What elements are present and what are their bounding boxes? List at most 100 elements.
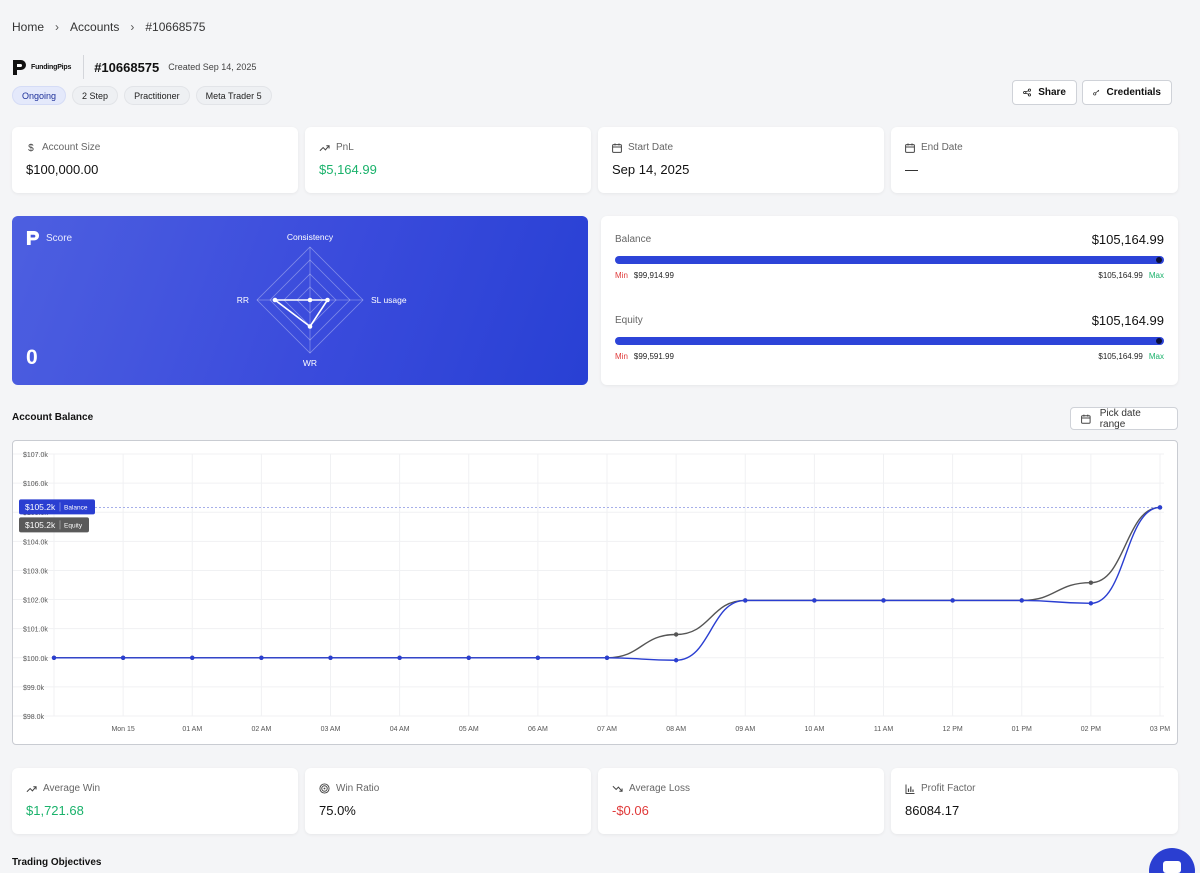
- start-date-value: Sep 14, 2025: [612, 162, 690, 177]
- win-ratio-value: 75.0%: [319, 803, 356, 818]
- x-tick-label: 11 AM: [874, 726, 893, 733]
- value-tag-series: Balance: [64, 504, 88, 511]
- chevron-right-icon: ›: [55, 20, 60, 34]
- radar-label-consistency: Consistency: [287, 232, 334, 242]
- value-tag-equity: $105.2k Equity: [19, 517, 89, 533]
- x-tick-label: 02 PM: [1081, 726, 1101, 733]
- share-label: Share: [1038, 87, 1066, 98]
- account-size-value: $100,000.00: [26, 162, 99, 177]
- series-line-balance: [53, 506, 1161, 661]
- balance-line-chart: $98.0k $99.0k $100.0k $101.0k $102.0k $103.0k…: [13, 452, 1170, 733]
- pnl-label: PnL: [336, 142, 354, 153]
- created-date: Created Sep 14, 2025: [168, 62, 257, 72]
- data-point-balance: [120, 655, 126, 660]
- account-balance-chart: $98.0k $99.0k $100.0k $101.0k $102.0k $103.0k…: [12, 440, 1178, 745]
- balance-value: $105,164.99: [1091, 232, 1164, 247]
- data-point-balance: [51, 655, 57, 660]
- trending-up-icon: [319, 144, 330, 151]
- x-tick-label: 05 AM: [459, 726, 479, 733]
- balance-min-label: Min: [615, 271, 628, 280]
- value-tag-amount: $105.2k: [25, 520, 56, 530]
- radar-point: [325, 297, 330, 303]
- breadcrumb-home[interactable]: Home: [12, 20, 45, 34]
- x-tick-label: 08 AM: [666, 726, 686, 733]
- x-tick-label: 01 PM: [1012, 726, 1032, 733]
- equity-min-label: Min: [615, 352, 628, 361]
- y-tick-label: $98.0k: [23, 714, 45, 721]
- level-badge: Practitioner: [124, 86, 190, 105]
- calendar-icon: [1081, 414, 1091, 424]
- x-tick-label: 12 PM: [943, 726, 963, 733]
- calendar-icon: [905, 143, 915, 153]
- profit-factor-label: Profit Factor: [921, 783, 976, 794]
- x-tick-label: 09 AM: [735, 726, 755, 733]
- account-id: #10668575: [94, 59, 160, 75]
- profit-factor-card: Profit Factor 86084.17: [891, 768, 1178, 834]
- dollar-icon: $: [28, 143, 34, 153]
- balance-equity-card: Balance $105,164.99 Min $99,914.99 $105,1…: [601, 216, 1178, 385]
- x-tick-label: 04 AM: [390, 726, 410, 733]
- x-tick-label: 03 PM: [1150, 726, 1170, 733]
- end-date-card: End Date —: [891, 127, 1178, 193]
- balance-min-value: $99,914.99: [633, 271, 674, 280]
- x-tick-label: Mon 15: [111, 726, 134, 733]
- fundingpips-logo-icon: [26, 231, 40, 245]
- y-tick-label: $104.0k: [23, 539, 48, 546]
- breadcrumb-current: #10668575: [145, 20, 206, 34]
- x-tick-label: 03 AM: [321, 726, 341, 733]
- account-tags: Ongoing 2 Step Practitioner Meta Trader …: [12, 86, 272, 105]
- chat-icon: [1163, 861, 1181, 873]
- y-tick-label: $102.0k: [23, 598, 48, 605]
- balance-progress-bar: [615, 256, 1164, 264]
- y-tick-label: $107.0k: [23, 452, 48, 459]
- balance-max-value: $105,164.99: [1098, 271, 1143, 280]
- data-point-balance: [466, 655, 471, 660]
- average-win-label: Average Win: [43, 783, 101, 794]
- data-point-balance: [673, 658, 679, 663]
- radar-label-sl-usage: SL usage: [371, 295, 407, 305]
- balance-progress-marker: [1156, 257, 1162, 263]
- pick-date-range-button[interactable]: Pick date range: [1070, 407, 1178, 430]
- credentials-label: Credentials: [1106, 87, 1161, 98]
- trending-up-icon: [26, 785, 37, 792]
- y-tick-label: $101.0k: [23, 627, 48, 634]
- data-point-balance: [743, 598, 748, 603]
- data-point-balance: [1019, 598, 1024, 603]
- x-tick-label: 10 AM: [804, 726, 824, 733]
- logo-text: FundingPips: [31, 63, 72, 71]
- breadcrumb-accounts[interactable]: Accounts: [70, 20, 120, 34]
- account-size-label: Account Size: [42, 142, 101, 153]
- radar-point: [272, 297, 278, 303]
- equity-progress-marker: [1156, 338, 1162, 344]
- radar-label-rr: RR: [237, 295, 249, 305]
- key-icon: [1093, 89, 1100, 96]
- target-icon: [319, 783, 330, 794]
- score-card: Score 0 Consistency SL usage WR RR: [12, 216, 588, 385]
- value-tag-series: Equity: [64, 522, 83, 529]
- trending-down-icon: [612, 785, 623, 792]
- breadcrumb: Home › Accounts › #10668575: [12, 20, 205, 34]
- average-loss-card: Average Loss -$0.06: [598, 768, 884, 834]
- equity-progress-bar: [615, 337, 1164, 345]
- data-point-equity: [1088, 580, 1094, 585]
- account-balance-title: Account Balance: [12, 412, 94, 423]
- credentials-button[interactable]: Credentials: [1082, 80, 1172, 105]
- data-point-balance: [950, 598, 955, 603]
- balance-label: Balance: [615, 234, 652, 245]
- equity-label: Equity: [615, 315, 643, 326]
- score-title: Score: [46, 232, 73, 244]
- data-point-balance: [1157, 505, 1163, 510]
- data-point-equity: [673, 632, 679, 637]
- data-point-balance: [397, 655, 402, 660]
- data-point-balance: [881, 598, 886, 603]
- average-loss-label: Average Loss: [629, 783, 690, 794]
- balance-max-label: Max: [1148, 271, 1164, 280]
- phase-badge: 2 Step: [72, 86, 119, 105]
- average-loss-value: -$0.06: [612, 803, 649, 818]
- y-tick-label: $100.0k: [23, 656, 48, 663]
- share-button[interactable]: Share: [1012, 80, 1077, 105]
- chat-button[interactable]: [1149, 848, 1195, 873]
- data-point-balance: [259, 655, 264, 660]
- divider: [83, 55, 85, 79]
- start-date-card: Start Date Sep 14, 2025: [598, 127, 884, 193]
